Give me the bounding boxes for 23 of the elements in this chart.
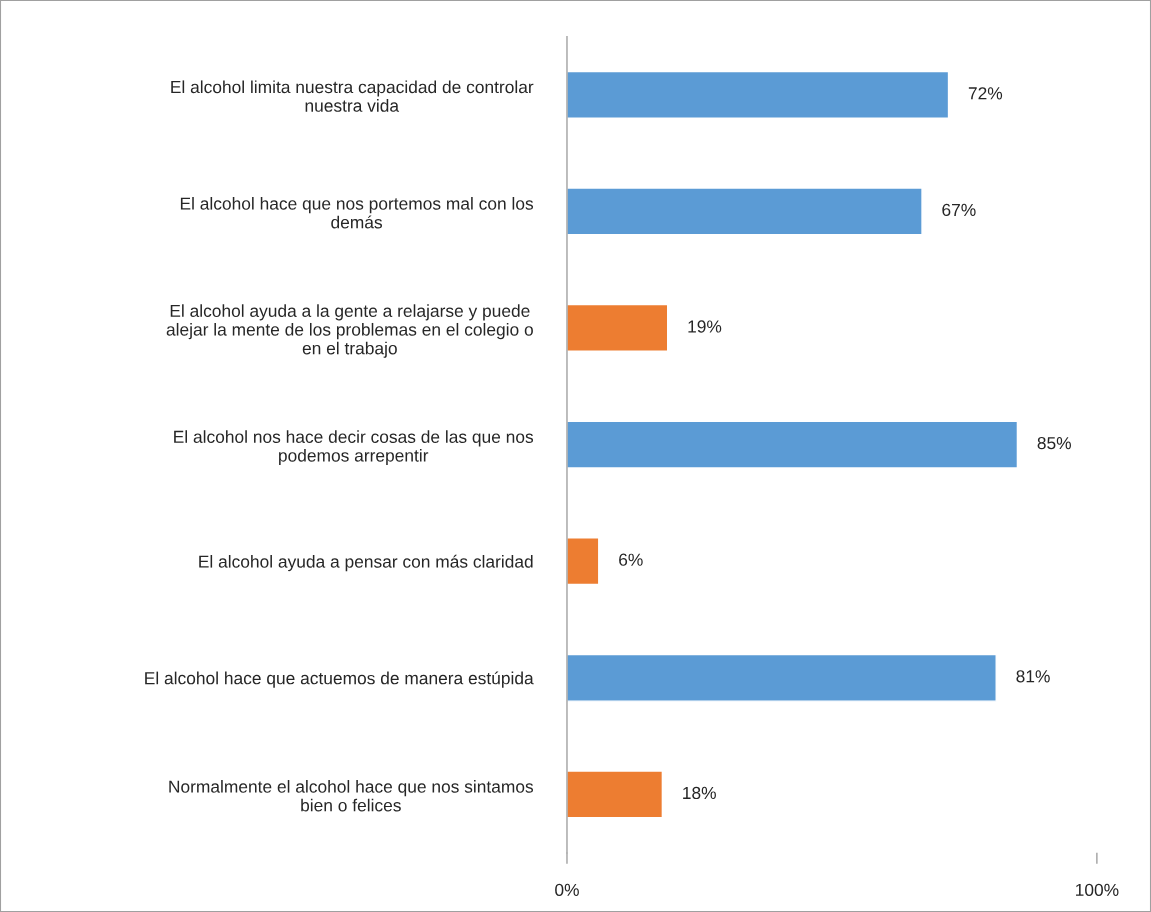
data-label: 81% (1016, 670, 1050, 683)
y-tick-label: El alcohol ayuda a pensar con más claridad (199, 554, 533, 572)
bar (566, 653, 997, 702)
bar (566, 303, 669, 353)
x-tick-label: 100% (1076, 883, 1119, 897)
bar (566, 420, 1019, 469)
data-label: 18% (683, 786, 716, 800)
y-tick-label: El alcohol ayuda a la gente a relajarse y puede alejar la mente de los problemas en el colegio o en el trabajo (166, 304, 533, 358)
x-tick-label: 0% (555, 883, 579, 897)
bar (566, 70, 950, 119)
data-label: 85% (1037, 436, 1071, 450)
data-label: 67% (942, 203, 976, 217)
data-label: 6% (619, 553, 643, 566)
y-tick-label: Normalmente el alcohol hace que nos sintamos bien o felices (169, 780, 534, 812)
bar (566, 537, 600, 586)
y-tick-label: El alcohol limita nuestra capacidad de controlar nuestra vida (171, 80, 534, 112)
bar (566, 187, 923, 236)
bar (566, 770, 664, 819)
y-tick-label: El alcohol nos hace decir cosas de las que nos podemos arrepentir (174, 430, 534, 466)
data-label: 72% (968, 87, 1003, 100)
y-tick-label: El alcohol hace que actuemos de manera estúpida (145, 671, 534, 688)
data-label: 19% (688, 320, 722, 333)
y-tick-label: El alcohol hace que nos portemos mal con los demás (180, 197, 534, 229)
